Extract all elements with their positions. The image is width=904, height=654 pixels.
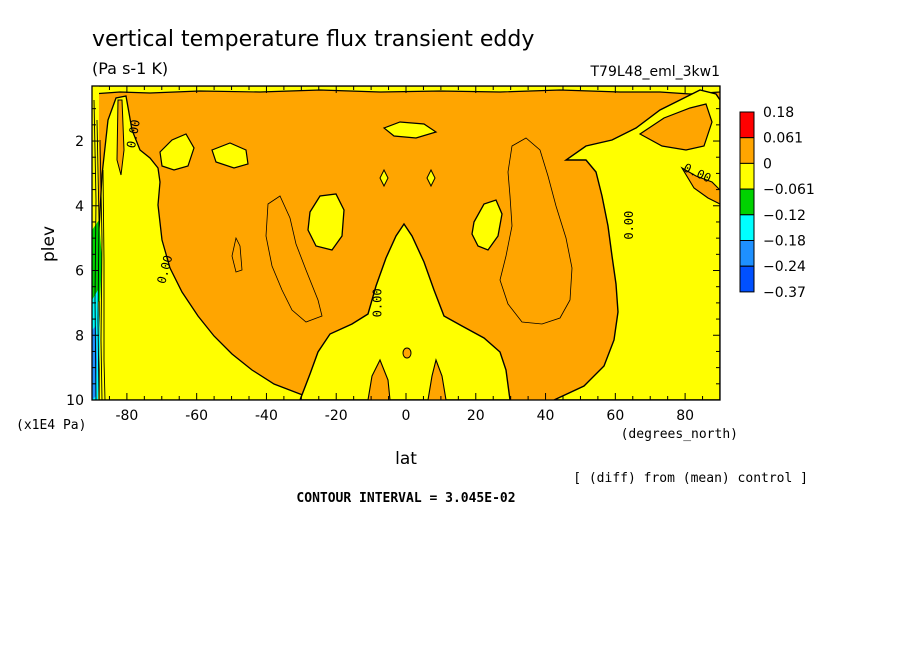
field-positive-equatorial-3 bbox=[402, 347, 412, 359]
colorbar-label: −0.18 bbox=[763, 234, 806, 250]
colorbar: 0.18 0.061 0 −0.061 −0.12 −0.18 −0.24 −0.37 bbox=[739, 105, 815, 301]
x-tick-label: 40 bbox=[537, 408, 555, 424]
x-axis: -80 -60 -40 -20 0 20 40 60 80 bbox=[91, 86, 721, 424]
contour-line-south-core bbox=[265, 195, 323, 323]
y-axis-title: plev bbox=[39, 226, 59, 262]
y-tick-label: 10 bbox=[66, 393, 84, 409]
x-axis-title: lat bbox=[395, 449, 417, 469]
contour-interval: CONTOUR INTERVAL = 3.045E-02 bbox=[296, 491, 515, 506]
x-tick-label: -60 bbox=[185, 408, 208, 424]
colorbar-label: 0.061 bbox=[763, 131, 803, 147]
field-positive-south-patch bbox=[116, 99, 125, 176]
y-tick-label: 4 bbox=[75, 199, 84, 215]
units-label: (Pa s-1 K) bbox=[92, 59, 168, 78]
x-tick-label: 20 bbox=[467, 408, 485, 424]
x-tick-label: 80 bbox=[676, 408, 694, 424]
field-negative-patch-5 bbox=[471, 199, 503, 251]
contour-line-small bbox=[231, 236, 243, 273]
colorbar-label: −0.24 bbox=[763, 259, 806, 275]
x-axis-unit: (degrees_north) bbox=[621, 427, 738, 442]
field-edge-contours bbox=[93, 99, 106, 400]
colorbar-label: −0.37 bbox=[763, 285, 806, 301]
field-positive-north-patch bbox=[638, 103, 713, 151]
colorbar-label: −0.061 bbox=[763, 182, 815, 198]
field-negative-patch-3 bbox=[382, 121, 438, 139]
colorbar-swatch bbox=[739, 111, 755, 139]
colorbar-label: 0 bbox=[763, 156, 772, 172]
field-negative-patch-4 bbox=[307, 193, 345, 251]
field-negative-south bbox=[98, 95, 319, 400]
field-negative-north bbox=[553, 89, 720, 400]
contour-line-north-core bbox=[499, 137, 573, 325]
x-tick-label: -80 bbox=[115, 408, 138, 424]
colorbar-swatch bbox=[739, 240, 755, 267]
contour-label: 0.00 bbox=[124, 118, 143, 149]
colorbar-swatch bbox=[739, 162, 755, 190]
field-positive-equatorial-1 bbox=[367, 358, 391, 400]
chart-title: vertical temperature flux transient eddy bbox=[92, 27, 534, 52]
contour-label: 0.00 bbox=[371, 288, 385, 317]
colorbar-swatch bbox=[739, 265, 755, 293]
colorbar-swatch bbox=[739, 214, 755, 242]
heatmap-field bbox=[92, 86, 720, 400]
x-tick-label: -20 bbox=[325, 408, 348, 424]
field-positive-equatorial-2 bbox=[427, 358, 447, 400]
contour-label: 0.00 bbox=[622, 211, 636, 240]
field-positive-north-patch-2 bbox=[680, 166, 720, 205]
y-tick-label: 2 bbox=[75, 134, 84, 150]
footnote: [ (diff) from (mean) control ] bbox=[573, 471, 808, 486]
field-negative-patch-7 bbox=[426, 168, 436, 188]
y-tick-label: 8 bbox=[75, 328, 84, 344]
y-tick-label: 6 bbox=[75, 264, 84, 280]
colorbar-label: 0.18 bbox=[763, 105, 794, 121]
field-negative-patch-6 bbox=[379, 168, 389, 188]
colorbar-swatch bbox=[739, 137, 755, 164]
x-tick-label: -40 bbox=[255, 408, 278, 424]
field-negative-patch-2 bbox=[211, 142, 249, 169]
field-negative-equatorial bbox=[299, 222, 511, 400]
field-edge-green bbox=[92, 220, 102, 310]
y-axis: 2 4 6 8 10 bbox=[66, 108, 720, 409]
colorbar-label: −0.12 bbox=[763, 208, 806, 224]
run-label: T79L48_eml_3kw1 bbox=[590, 64, 721, 80]
y-axis-unit: (x1E4 Pa) bbox=[16, 418, 86, 433]
x-tick-label: 0 bbox=[402, 408, 411, 424]
x-tick-label: 60 bbox=[606, 408, 624, 424]
colorbar-swatch bbox=[739, 188, 755, 216]
field-negative-patch-1 bbox=[159, 133, 195, 171]
